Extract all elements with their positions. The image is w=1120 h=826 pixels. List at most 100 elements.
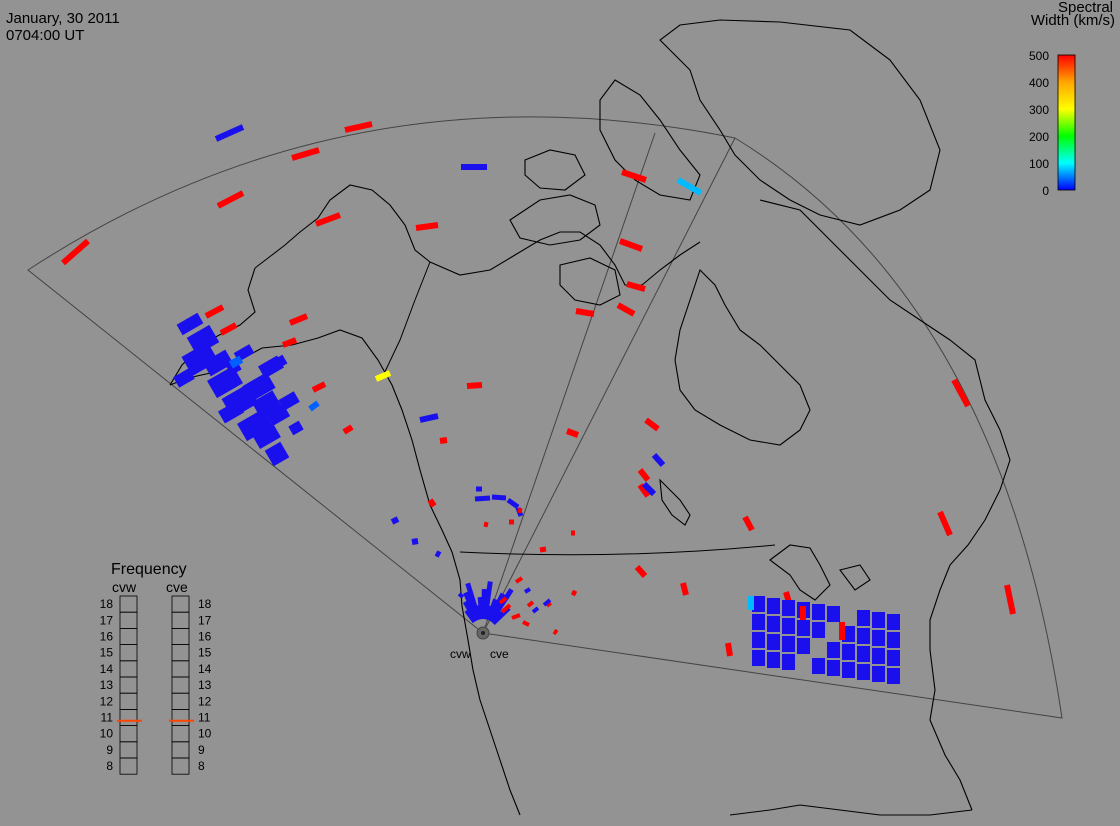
backscatter-cell bbox=[644, 417, 660, 432]
backscatter-cell bbox=[767, 616, 780, 632]
backscatter-cell bbox=[621, 169, 647, 183]
frequency-scale-right: 13 bbox=[198, 678, 212, 692]
backscatter-cell bbox=[439, 437, 448, 444]
backscatter-cell bbox=[474, 495, 491, 502]
backscatter-cell bbox=[288, 313, 309, 326]
frequency-scale-right: 18 bbox=[198, 597, 212, 611]
coast-baffin bbox=[599, 79, 701, 201]
backscatter-cell bbox=[827, 606, 840, 622]
backscatter-cell bbox=[676, 177, 703, 196]
backscatter-cell bbox=[374, 370, 392, 382]
backscatter-cell bbox=[237, 408, 273, 442]
frequency-cell bbox=[119, 676, 138, 694]
frequency-cell bbox=[171, 595, 190, 613]
backscatter-cell bbox=[491, 494, 507, 501]
backscatter-cell bbox=[842, 644, 855, 660]
backscatter-cell bbox=[782, 618, 795, 634]
border-alaska-canada bbox=[381, 261, 431, 379]
frequency-cell bbox=[119, 741, 138, 759]
colorbar-tick-label: 400 bbox=[1029, 76, 1049, 90]
radar-site-dot bbox=[481, 631, 485, 635]
coast-arctic-islands-3 bbox=[524, 149, 586, 191]
frequency-scale-right: 16 bbox=[198, 630, 212, 644]
colorbar-tick-label: 0 bbox=[1042, 184, 1049, 198]
backscatter-cell bbox=[872, 648, 885, 664]
backscatter-cell bbox=[176, 312, 204, 336]
frequency-scale-right: 12 bbox=[198, 694, 212, 708]
coast-alaska-north bbox=[254, 184, 431, 269]
backscatter-cell bbox=[344, 121, 373, 133]
coast-arctic-islands-2 bbox=[559, 257, 621, 306]
backscatter-cell bbox=[752, 614, 765, 630]
frequency-scale-right: 15 bbox=[198, 646, 212, 660]
frequency-scale-right: 9 bbox=[198, 743, 205, 757]
coast-arctic-islands-1 bbox=[509, 194, 601, 246]
backscatter-cell bbox=[872, 666, 885, 682]
backscatter-cell bbox=[483, 521, 489, 528]
backscatter-cell bbox=[173, 368, 195, 388]
backscatter-cell bbox=[637, 483, 651, 498]
backscatter-cell bbox=[782, 654, 795, 670]
backscatter-cell bbox=[342, 424, 354, 435]
frequency-scale-right: 14 bbox=[198, 662, 212, 676]
colorbar-gradient bbox=[1057, 54, 1076, 191]
backscatter-cell bbox=[415, 222, 439, 231]
backscatter-cell bbox=[887, 650, 900, 666]
backscatter-cell bbox=[651, 452, 666, 468]
border-canada-us bbox=[459, 544, 776, 556]
frequency-scale-left: 18 bbox=[100, 597, 114, 611]
backscatter-cell bbox=[812, 658, 825, 674]
backscatter-cell bbox=[511, 613, 521, 620]
backscatter-cell bbox=[748, 596, 754, 610]
frequency-label-cve: cve bbox=[166, 579, 188, 595]
backscatter-cell bbox=[618, 238, 644, 252]
backscatter-cell bbox=[264, 441, 290, 467]
frequency-scale-right: 8 bbox=[198, 759, 205, 773]
colorbar-ticks: 500 400 300 200 100 0 bbox=[1029, 49, 1049, 198]
backscatter-cell bbox=[523, 587, 532, 594]
frequency-scale-left: 16 bbox=[100, 630, 114, 644]
backscatter-cell bbox=[797, 620, 810, 636]
lake-winnipeg bbox=[659, 478, 691, 526]
frequency-scale-left: 17 bbox=[100, 613, 114, 627]
frequency-panel: 18 18 17 17 16 16 15 15 14 14 13 13 12 12 11 11 10 10 9 9 8 8 bbox=[100, 595, 212, 775]
frequency-cell bbox=[171, 757, 190, 775]
backscatter-cell bbox=[857, 646, 870, 662]
backscatter-cell bbox=[842, 626, 855, 642]
coast-gulf bbox=[729, 804, 973, 816]
frequency-scale-left: 12 bbox=[100, 694, 114, 708]
backscatter-cell bbox=[641, 481, 657, 497]
backscatter-cell bbox=[281, 337, 298, 348]
frequency-cell bbox=[119, 628, 138, 646]
backscatter-cell bbox=[782, 636, 795, 652]
frequency-cell bbox=[171, 692, 190, 710]
time-label: 0704:00 UT bbox=[6, 27, 85, 44]
backscatter-cell bbox=[742, 515, 755, 532]
backscatter-cell bbox=[937, 510, 953, 537]
colorbar-tick-label: 500 bbox=[1029, 49, 1049, 63]
colorbar-title-2: Width (km/s) bbox=[1030, 12, 1115, 29]
backscatter-cell bbox=[951, 378, 971, 408]
backscatter-cell bbox=[680, 582, 689, 596]
backscatter-cell bbox=[522, 620, 530, 627]
frequency-cell bbox=[171, 628, 190, 646]
frequency-scale-right: 11 bbox=[198, 711, 211, 725]
frequency-scale-left: 8 bbox=[106, 759, 113, 773]
backscatter-cell bbox=[434, 550, 442, 558]
frequency-cell bbox=[119, 709, 138, 727]
backscatter-cell bbox=[812, 622, 825, 638]
backscatter-cell bbox=[216, 190, 245, 209]
backscatter-cell bbox=[253, 424, 281, 450]
coast-east-us bbox=[929, 489, 1001, 811]
coast-greenland bbox=[659, 19, 941, 226]
backscatter-cell bbox=[268, 354, 288, 372]
backscatter-cell bbox=[872, 630, 885, 646]
backscatter-cell bbox=[565, 428, 580, 438]
backscatter-cell bbox=[514, 576, 524, 584]
backscatter-cell bbox=[278, 391, 300, 411]
backscatter-cell bbox=[202, 349, 234, 377]
radar-label-west: cvw bbox=[450, 647, 471, 661]
frequency-scale-right: 10 bbox=[198, 727, 212, 741]
backscatter-cell bbox=[752, 596, 765, 612]
